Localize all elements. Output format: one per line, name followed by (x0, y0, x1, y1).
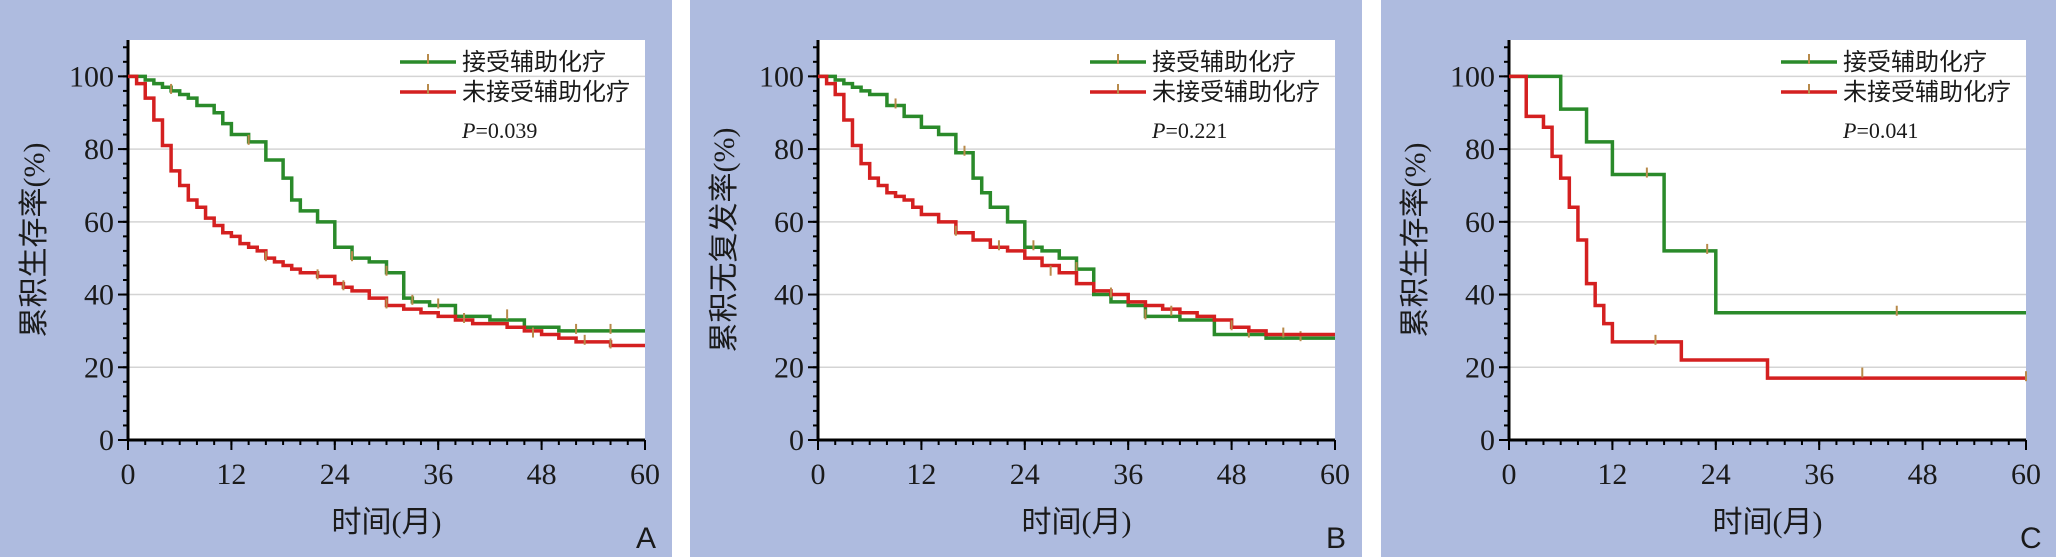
chart-panel-c: 0 20 40 60 80 100 0 12 24 36 48 60 时间(月) 累积生存率(%) 接受辅助… (1381, 0, 2056, 557)
x-axis-title: 时间(月) (1713, 506, 1823, 539)
p-value-label: P=0.221 (1151, 118, 1227, 143)
y-tick-label: 60 (774, 206, 804, 239)
y-tick-label: 100 (759, 60, 804, 93)
y-tick-label: 20 (774, 351, 804, 384)
y-tick-label: 20 (1465, 351, 1495, 384)
legend-label: 接受辅助化疗 (1843, 49, 1987, 76)
x-tick-label: 12 (906, 458, 936, 491)
x-tick-label: 60 (2011, 458, 2041, 491)
chart-panel-b: 0 20 40 60 80 100 0 12 24 36 48 60 时间(月) 累积无复发率(%) 接受辅… (690, 0, 1362, 557)
x-tick-label: 36 (423, 458, 453, 491)
y-tick-label: 80 (774, 133, 804, 166)
legend-label: 未接受辅助化疗 (1152, 79, 1320, 106)
x-tick-label: 60 (1320, 458, 1350, 491)
y-tick-label: 40 (1465, 279, 1495, 312)
km-curve-no-adjuvant (818, 74, 1335, 337)
km-curve-adjuvant (1509, 74, 2026, 315)
x-tick-label: 0 (811, 458, 826, 491)
panel-letter: C (2020, 522, 2042, 555)
km-curve-adjuvant (128, 74, 645, 333)
km-curve-no-adjuvant (128, 74, 645, 348)
y-tick-label: 60 (84, 206, 114, 239)
y-tick-label: 100 (1450, 60, 1495, 93)
x-tick-label: 0 (121, 458, 136, 491)
x-tick-label: 48 (1217, 458, 1247, 491)
y-tick-label: 60 (1465, 206, 1495, 239)
km-curve-no-adjuvant (1509, 74, 2026, 380)
y-tick-label: 80 (84, 133, 114, 166)
legend-label: 未接受辅助化疗 (1843, 79, 2011, 106)
p-value-label: P=0.041 (1842, 118, 1918, 143)
x-axis-title: 时间(月) (332, 506, 442, 539)
x-tick-label: 12 (216, 458, 246, 491)
x-tick-label: 36 (1804, 458, 1834, 491)
x-tick-label: 48 (1908, 458, 1938, 491)
x-tick-label: 60 (630, 458, 660, 491)
y-axis-title: 累积无复发率(%) (708, 128, 741, 353)
x-tick-label: 24 (1701, 458, 1731, 491)
p-value-label: P=0.039 (461, 118, 537, 143)
legend-label: 未接受辅助化疗 (462, 79, 630, 106)
x-tick-label: 36 (1113, 458, 1143, 491)
y-tick-label: 80 (1465, 133, 1495, 166)
chart-panel-a: 0 20 40 60 80 100 0 12 24 36 48 60 时间(月) 累积生存率(%) 接受辅助… (0, 0, 672, 557)
y-tick-label: 40 (774, 279, 804, 312)
y-axis-title: 累积生存率(%) (18, 143, 51, 338)
y-tick-label: 0 (99, 424, 114, 457)
x-tick-label: 12 (1597, 458, 1627, 491)
y-tick-label: 40 (84, 279, 114, 312)
y-tick-label: 0 (1480, 424, 1495, 457)
y-axis-title: 累积生存率(%) (1399, 143, 1432, 338)
y-tick-label: 100 (69, 60, 114, 93)
x-tick-label: 48 (527, 458, 557, 491)
panel-letter: A (636, 522, 656, 555)
x-tick-label: 24 (320, 458, 350, 491)
panel-letter: B (1326, 522, 1346, 555)
y-tick-label: 0 (789, 424, 804, 457)
x-axis-title: 时间(月) (1022, 506, 1132, 539)
km-curve-adjuvant (818, 74, 1335, 340)
legend-label: 接受辅助化疗 (1152, 49, 1296, 76)
x-tick-label: 24 (1010, 458, 1040, 491)
legend-label: 接受辅助化疗 (462, 49, 606, 76)
y-tick-label: 20 (84, 351, 114, 384)
x-tick-label: 0 (1502, 458, 1517, 491)
